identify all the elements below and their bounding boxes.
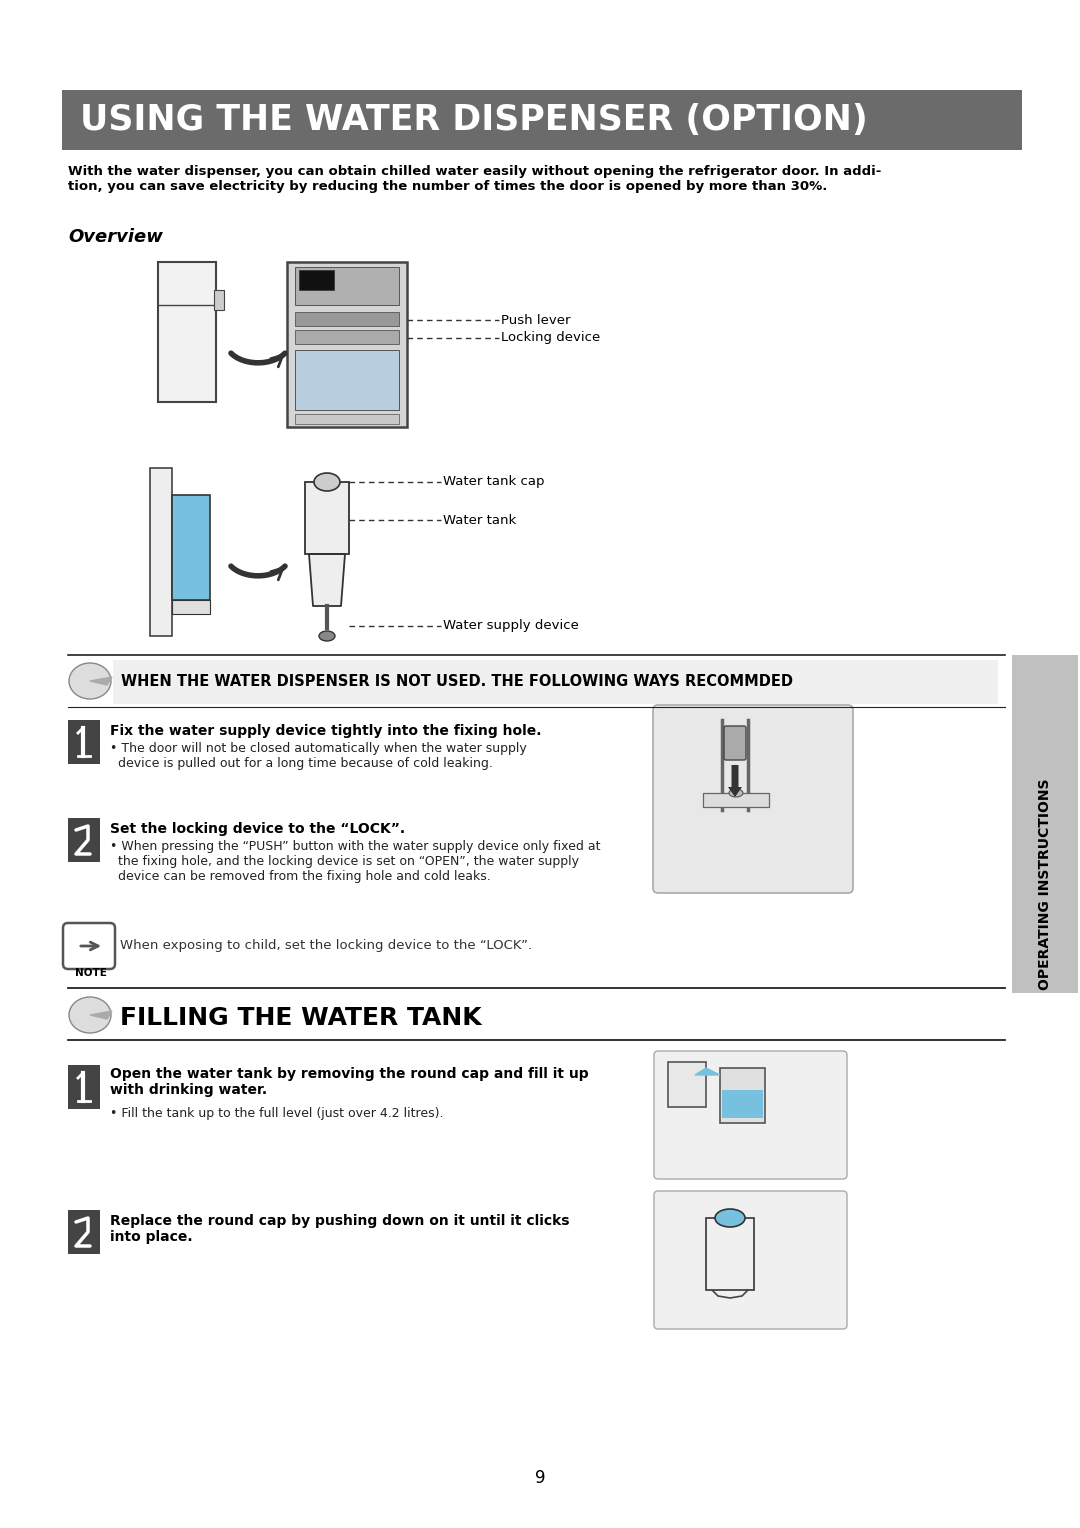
FancyBboxPatch shape [214,290,224,310]
FancyBboxPatch shape [295,414,399,423]
Ellipse shape [69,663,111,698]
FancyBboxPatch shape [172,495,210,601]
FancyBboxPatch shape [720,1068,765,1123]
Polygon shape [309,555,345,607]
Text: • The door will not be closed automatically when the water supply
  device is pu: • The door will not be closed automatica… [110,743,527,770]
Text: FILLING THE WATER TANK: FILLING THE WATER TANK [120,1005,482,1030]
FancyBboxPatch shape [62,90,1022,150]
Text: Set the locking device to the “LOCK”.: Set the locking device to the “LOCK”. [110,822,405,836]
FancyBboxPatch shape [299,270,334,290]
Text: When exposing to child, set the locking device to the “LOCK”.: When exposing to child, set the locking … [120,940,532,952]
FancyBboxPatch shape [654,1051,847,1180]
FancyBboxPatch shape [295,330,399,344]
Ellipse shape [314,474,340,490]
FancyBboxPatch shape [68,817,100,862]
FancyBboxPatch shape [287,261,407,426]
FancyBboxPatch shape [706,1218,754,1290]
FancyBboxPatch shape [68,1210,100,1254]
Text: Fix the water supply device tightly into the fixing hole.: Fix the water supply device tightly into… [110,724,541,738]
Text: WHEN THE WATER DISPENSER IS NOT USED. THE FOLLOWING WAYS RECOMMDED: WHEN THE WATER DISPENSER IS NOT USED. TH… [121,674,793,689]
Ellipse shape [319,631,335,642]
Text: Water tank: Water tank [443,513,516,527]
FancyBboxPatch shape [295,312,399,325]
Text: Overview: Overview [68,228,163,246]
FancyBboxPatch shape [724,726,746,759]
Ellipse shape [69,996,111,1033]
FancyBboxPatch shape [295,350,399,410]
FancyBboxPatch shape [654,1190,847,1329]
FancyBboxPatch shape [703,793,769,807]
FancyBboxPatch shape [305,481,349,555]
Text: Open the water tank by removing the round cap and fill it up
with drinking water: Open the water tank by removing the roun… [110,1067,589,1097]
Polygon shape [696,1068,720,1076]
Text: • Fill the tank up to the full level (just over 4.2 litres).: • Fill the tank up to the full level (ju… [110,1106,444,1120]
Ellipse shape [729,788,743,798]
FancyBboxPatch shape [172,601,210,614]
Text: USING THE WATER DISPENSER (OPTION): USING THE WATER DISPENSER (OPTION) [80,102,867,138]
Text: Push lever: Push lever [501,313,570,327]
Text: With the water dispenser, you can obtain chilled water easily without opening th: With the water dispenser, you can obtain… [68,165,881,193]
FancyBboxPatch shape [113,660,998,704]
Polygon shape [90,1012,112,1019]
Text: Replace the round cap by pushing down on it until it clicks
into place.: Replace the round cap by pushing down on… [110,1215,569,1244]
FancyBboxPatch shape [68,720,100,764]
Text: NOTE: NOTE [75,969,107,978]
FancyBboxPatch shape [68,1065,100,1109]
FancyBboxPatch shape [150,468,172,636]
Text: OPERATING INSTRUCTIONS: OPERATING INSTRUCTIONS [1038,778,1052,990]
FancyBboxPatch shape [653,704,853,892]
FancyBboxPatch shape [669,1062,706,1106]
FancyBboxPatch shape [1012,656,1078,993]
FancyBboxPatch shape [295,267,399,306]
Text: 9: 9 [535,1468,545,1487]
Text: Locking device: Locking device [501,332,600,344]
FancyBboxPatch shape [723,1089,762,1118]
Ellipse shape [715,1209,745,1227]
Text: • When pressing the “PUSH” button with the water supply device only fixed at
  t: • When pressing the “PUSH” button with t… [110,840,600,883]
FancyArrow shape [728,766,742,798]
Text: Water tank cap: Water tank cap [443,475,544,489]
Polygon shape [90,677,112,685]
FancyBboxPatch shape [158,261,216,402]
Text: Water supply device: Water supply device [443,619,579,633]
